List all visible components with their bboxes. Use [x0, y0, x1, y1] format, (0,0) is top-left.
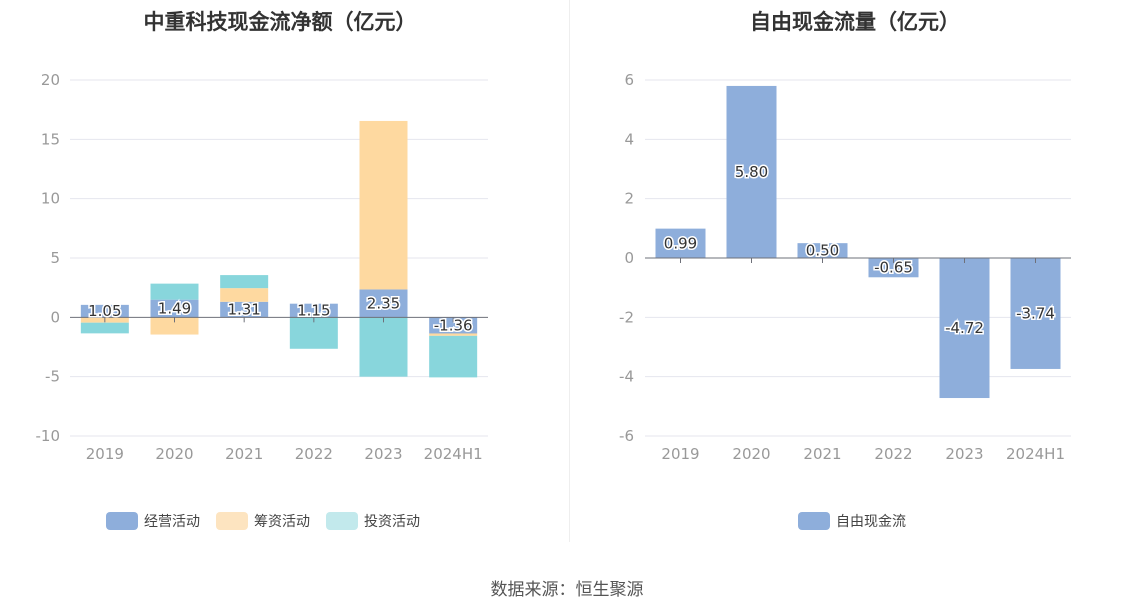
bar-free-cashflow — [655, 228, 706, 258]
bar-operating — [289, 303, 338, 318]
x-tick-label: 2024H1 — [1006, 445, 1065, 463]
bar-free-cashflow — [726, 85, 777, 258]
data-label: 1.05 — [88, 302, 121, 320]
y-tick-label: 0 — [624, 249, 634, 267]
free-cashflow-legend: 自由现金流 — [798, 511, 922, 531]
legend-label-operating: 经营活动 — [144, 514, 200, 530]
data-label: -4.72 — [945, 319, 984, 337]
x-tick-label: 2022 — [295, 445, 333, 463]
x-tick-label: 2024H1 — [424, 445, 483, 463]
data-label: 1.31 — [227, 301, 260, 319]
legend-item-operating[interactable]: 经营活动 — [106, 511, 200, 531]
legend-swatch-investing — [326, 512, 358, 530]
cashflow-legend: 经营活动 筹资活动 投资活动 — [106, 511, 436, 531]
x-tick-label: 2021 — [803, 445, 841, 463]
x-tick-label: 2019 — [86, 445, 124, 463]
y-tick-label: 4 — [624, 130, 634, 148]
bar-financing — [150, 317, 199, 335]
bar-operating — [220, 301, 269, 318]
y-tick-label: 2 — [624, 190, 634, 208]
bar-financing — [220, 288, 269, 302]
legend-item-investing[interactable]: 投资活动 — [326, 511, 420, 531]
bar-investing — [150, 283, 199, 300]
bar-investing — [289, 317, 338, 349]
data-source: 数据来源：恒生聚源 — [490, 580, 644, 600]
bar-investing — [220, 275, 269, 289]
y-tick-label: -6 — [619, 427, 634, 445]
x-tick-label: 2021 — [225, 445, 263, 463]
legend-label-free-cashflow: 自由现金流 — [836, 514, 906, 530]
x-tick-label: 2019 — [661, 445, 699, 463]
x-tick-label: 2022 — [874, 445, 912, 463]
y-tick-label: -10 — [36, 427, 61, 445]
y-tick-label: 10 — [41, 190, 60, 208]
bar-free-cashflow — [939, 258, 990, 399]
bar-free-cashflow — [797, 243, 848, 258]
x-tick-label: 2020 — [732, 445, 770, 463]
y-tick-label: -4 — [619, 368, 634, 386]
bar-free-cashflow — [1010, 258, 1061, 369]
bar-financing — [359, 120, 408, 290]
bar-investing — [429, 335, 478, 378]
data-label: -1.36 — [434, 316, 473, 334]
x-tick-label: 2023 — [945, 445, 983, 463]
bar-investing — [359, 317, 408, 377]
data-label: -0.65 — [874, 259, 913, 277]
data-label: -3.74 — [1016, 304, 1055, 322]
y-tick-label: 5 — [50, 249, 60, 267]
y-tick-label: -2 — [619, 308, 634, 326]
y-tick-label: -5 — [45, 368, 60, 386]
data-label: 0.99 — [664, 234, 697, 252]
legend-label-financing: 筹资活动 — [254, 514, 310, 530]
legend-swatch-free-cashflow — [798, 512, 830, 530]
legend-item-free-cashflow[interactable]: 自由现金流 — [798, 511, 906, 531]
bar-operating — [150, 299, 199, 318]
panel-divider — [569, 0, 570, 542]
bar-operating — [80, 304, 129, 318]
data-label: 1.49 — [158, 299, 191, 317]
free-cashflow-chart-title: 自由现金流量（亿元） — [750, 10, 960, 34]
bar-financing — [429, 333, 478, 336]
data-label: 2.35 — [367, 294, 400, 312]
legend-label-investing: 投资活动 — [364, 514, 420, 530]
y-tick-label: 6 — [624, 71, 634, 89]
cashflow-chart-title: 中重科技现金流净额（亿元） — [143, 10, 417, 34]
y-tick-label: 15 — [41, 130, 60, 148]
bar-free-cashflow — [868, 258, 919, 278]
bar-investing — [80, 322, 129, 334]
x-tick-label: 2020 — [155, 445, 193, 463]
y-tick-label: 20 — [41, 71, 60, 89]
x-tick-label: 2023 — [364, 445, 402, 463]
legend-item-financing[interactable]: 筹资活动 — [216, 511, 310, 531]
bar-operating — [429, 317, 478, 334]
legend-swatch-financing — [216, 512, 248, 530]
data-label: 0.50 — [806, 242, 839, 260]
legend-swatch-operating — [106, 512, 138, 530]
data-label: 1.15 — [297, 302, 330, 320]
bar-operating — [359, 289, 408, 318]
y-tick-label: 0 — [50, 308, 60, 326]
data-label: 5.80 — [735, 163, 768, 181]
